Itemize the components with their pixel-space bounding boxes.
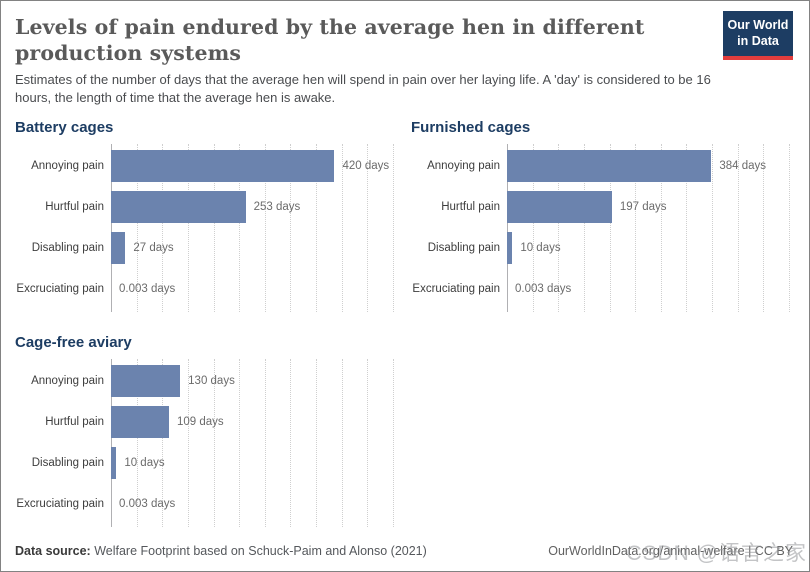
bar-area: 197 days: [507, 191, 789, 224]
bar: [111, 447, 117, 480]
bar-row: Annoying pain 384 days: [411, 146, 789, 187]
bar-area: 130 days: [111, 365, 393, 398]
category-label: Disabling pain: [31, 457, 104, 470]
value-label: 0.003 days: [119, 498, 176, 511]
plot-area: Annoying pain 130 days Hurtful pain 109 day…: [15, 358, 394, 527]
category-label: Excruciating pain: [16, 283, 104, 296]
bar-row: Hurtful pain 197 days: [411, 187, 789, 228]
category-label: Hurtful pain: [45, 201, 104, 214]
bar: [111, 150, 335, 183]
facet-title: Battery cages: [15, 118, 114, 136]
bar: [507, 150, 712, 183]
owid-logo-line2: in Data: [737, 33, 779, 48]
chart-header: Levels of pain endured by the average he…: [1, 1, 809, 107]
bar: [111, 232, 126, 265]
bar-area: 0.003 days: [111, 273, 393, 305]
bar: [111, 365, 181, 398]
bar-area: 384 days: [507, 150, 789, 183]
value-label: 253 days: [253, 201, 301, 214]
bar-row: Hurtful pain 109 days: [15, 402, 393, 443]
facet-title: Furnished cages: [411, 118, 531, 136]
bar-row: Excruciating pain 0.003 days: [15, 269, 393, 310]
value-label: 0.003 days: [515, 283, 572, 296]
category-label: Excruciating pain: [412, 283, 500, 296]
bar-area: 109 days: [111, 406, 393, 439]
credit-line: OurWorldInData.org/animal-welfare | CC B…: [548, 544, 793, 558]
bar-row: Disabling pain 27 days: [15, 228, 393, 269]
value-label: 420 days: [342, 160, 390, 173]
page-subtitle: Estimates of the number of days that the…: [15, 72, 711, 105]
chart-footer: Data source: Welfare Footprint based on …: [15, 544, 793, 558]
owid-logo-line1: Our World: [727, 18, 789, 33]
owid-logo: Our World in Data: [723, 11, 793, 60]
category-label: Annoying pain: [427, 160, 500, 173]
bar-area: 10 days: [111, 447, 393, 480]
bar-row: Annoying pain 420 days: [15, 146, 393, 187]
value-label: 130 days: [188, 375, 235, 388]
bar-row: Annoying pain 130 days: [15, 361, 393, 402]
data-source-label: Data source:: [15, 544, 91, 558]
value-label: 10 days: [124, 457, 165, 470]
category-label: Annoying pain: [31, 160, 104, 173]
gridline: [393, 358, 394, 527]
gridline: [789, 143, 790, 312]
data-source-note: Data source: Welfare Footprint based on …: [15, 544, 427, 558]
category-label: Disabling pain: [427, 242, 500, 255]
chart-battery-cages: Battery cages Annoying pain 420 days Hurtf…: [15, 118, 394, 312]
bar-area: 420 days: [111, 150, 393, 183]
bar-area: 253 days: [111, 191, 393, 224]
bar-area: 0.003 days: [507, 273, 789, 305]
bar: [111, 191, 246, 224]
category-label: Disabling pain: [31, 242, 104, 255]
plot-area: Annoying pain 384 days Hurtful pain 197 day…: [411, 143, 790, 312]
gridline: [393, 143, 394, 312]
bar-row: Disabling pain 10 days: [411, 228, 789, 269]
value-label: 0.003 days: [119, 283, 176, 296]
bar-row: Disabling pain 10 days: [15, 443, 393, 484]
value-label: 10 days: [520, 242, 561, 255]
bar-row: Excruciating pain 0.003 days: [411, 269, 789, 310]
category-label: Hurtful pain: [441, 201, 500, 214]
bar: [507, 232, 513, 265]
data-source-text: Welfare Footprint based on Schuck-Paim a…: [90, 544, 427, 558]
bar: [507, 191, 612, 224]
chart-cage-free-aviary: Cage-free aviary Annoying pain 130 days Hu…: [15, 333, 394, 527]
charts-grid: Battery cages Annoying pain 420 days Hurtf…: [1, 107, 809, 527]
facet-title: Cage-free aviary: [15, 333, 132, 351]
bar-row: Excruciating pain 0.003 days: [15, 484, 393, 525]
plot-area: Annoying pain 420 days Hurtful pain 253 day…: [15, 143, 394, 312]
page-title: Levels of pain endured by the average he…: [15, 15, 645, 66]
bar: [111, 406, 169, 439]
chart-furnished-cages: Furnished cages Annoying pain 384 days Hur…: [411, 118, 790, 312]
category-label: Excruciating pain: [16, 498, 104, 511]
value-label: 384 days: [719, 160, 766, 173]
bar-row: Hurtful pain 253 days: [15, 187, 393, 228]
category-label: Hurtful pain: [45, 416, 104, 429]
bar-area: 10 days: [507, 232, 789, 265]
value-label: 27 days: [133, 242, 174, 255]
bar-area: 0.003 days: [111, 488, 393, 520]
value-label: 109 days: [176, 416, 224, 429]
category-label: Annoying pain: [31, 375, 104, 388]
value-label: 197 days: [619, 201, 667, 214]
bar-area: 27 days: [111, 232, 393, 265]
